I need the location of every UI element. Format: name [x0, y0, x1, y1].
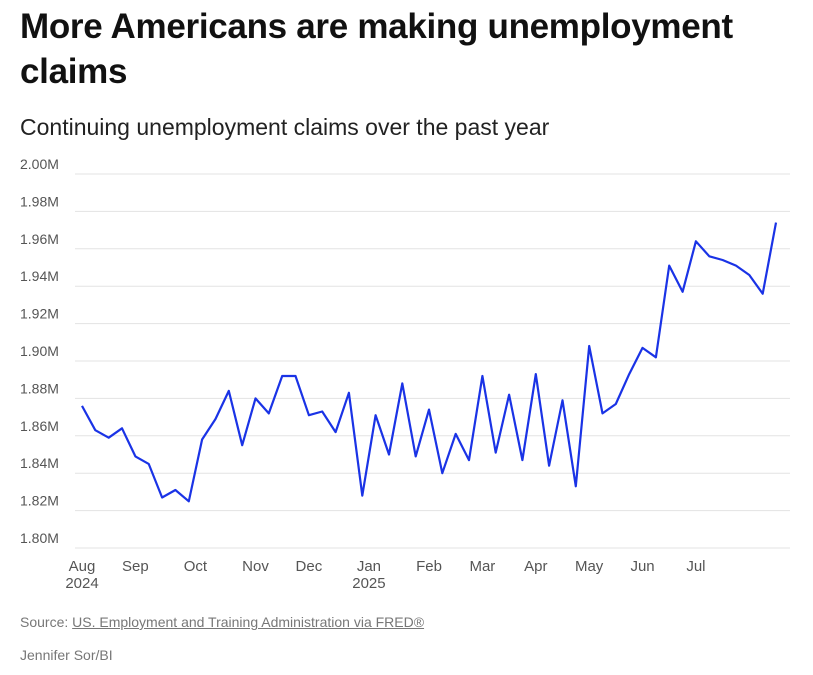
- x-tick-year-label: 2025: [352, 575, 385, 592]
- x-tick-label: Jun: [630, 558, 654, 575]
- source-link[interactable]: US. Employment and Training Administrati…: [72, 614, 425, 630]
- y-tick-label: 1.88M: [20, 380, 59, 396]
- chart-subtitle: Continuing unemployment claims over the …: [20, 114, 550, 140]
- author-credit: Jennifer Sor/BI: [20, 647, 113, 663]
- x-tick-label: Apr: [524, 558, 547, 575]
- chart-title: More Americans are making unemployment c…: [20, 7, 733, 91]
- gridlines: [75, 173, 790, 549]
- x-tick-label: Jan: [357, 558, 381, 575]
- x-tick-year-label: 2024: [65, 575, 98, 592]
- x-tick-label: Sep: [122, 558, 149, 575]
- x-tick-label: Aug: [69, 558, 96, 575]
- x-tick-label: Jul: [686, 558, 705, 575]
- y-tick-label: 1.80M: [20, 530, 59, 546]
- source-prefix: Source:: [20, 614, 73, 630]
- y-tick-label: 1.86M: [20, 418, 59, 434]
- source-note: Source: US. Employment and Training Admi…: [20, 614, 424, 630]
- x-tick-label: Nov: [242, 558, 269, 575]
- line-chart: 2.00M 1.98M 1.96M 1.94M 1.92M 1.90M 1.88M 1.86M…: [20, 156, 790, 592]
- y-axis-labels: 2.00M 1.98M 1.96M 1.94M 1.92M 1.90M 1.88M 1.86M…: [20, 156, 59, 546]
- x-tick-label: Mar: [469, 558, 495, 575]
- y-tick-label: 1.94M: [20, 268, 59, 284]
- x-tick-label: Oct: [184, 558, 208, 575]
- x-tick-label: Feb: [416, 558, 442, 575]
- series-line: [81, 222, 778, 503]
- y-tick-label: 1.82M: [20, 493, 59, 509]
- y-tick-label: 1.84M: [20, 455, 59, 471]
- y-tick-label: 2.00M: [20, 156, 59, 172]
- y-tick-label: 1.90M: [20, 343, 59, 359]
- y-tick-label: 1.92M: [20, 306, 59, 322]
- y-tick-label: 1.96M: [20, 231, 59, 247]
- y-tick-label: 1.98M: [20, 193, 59, 209]
- x-tick-label: May: [575, 558, 604, 575]
- x-tick-label: Dec: [296, 558, 323, 575]
- series-group: [81, 222, 778, 503]
